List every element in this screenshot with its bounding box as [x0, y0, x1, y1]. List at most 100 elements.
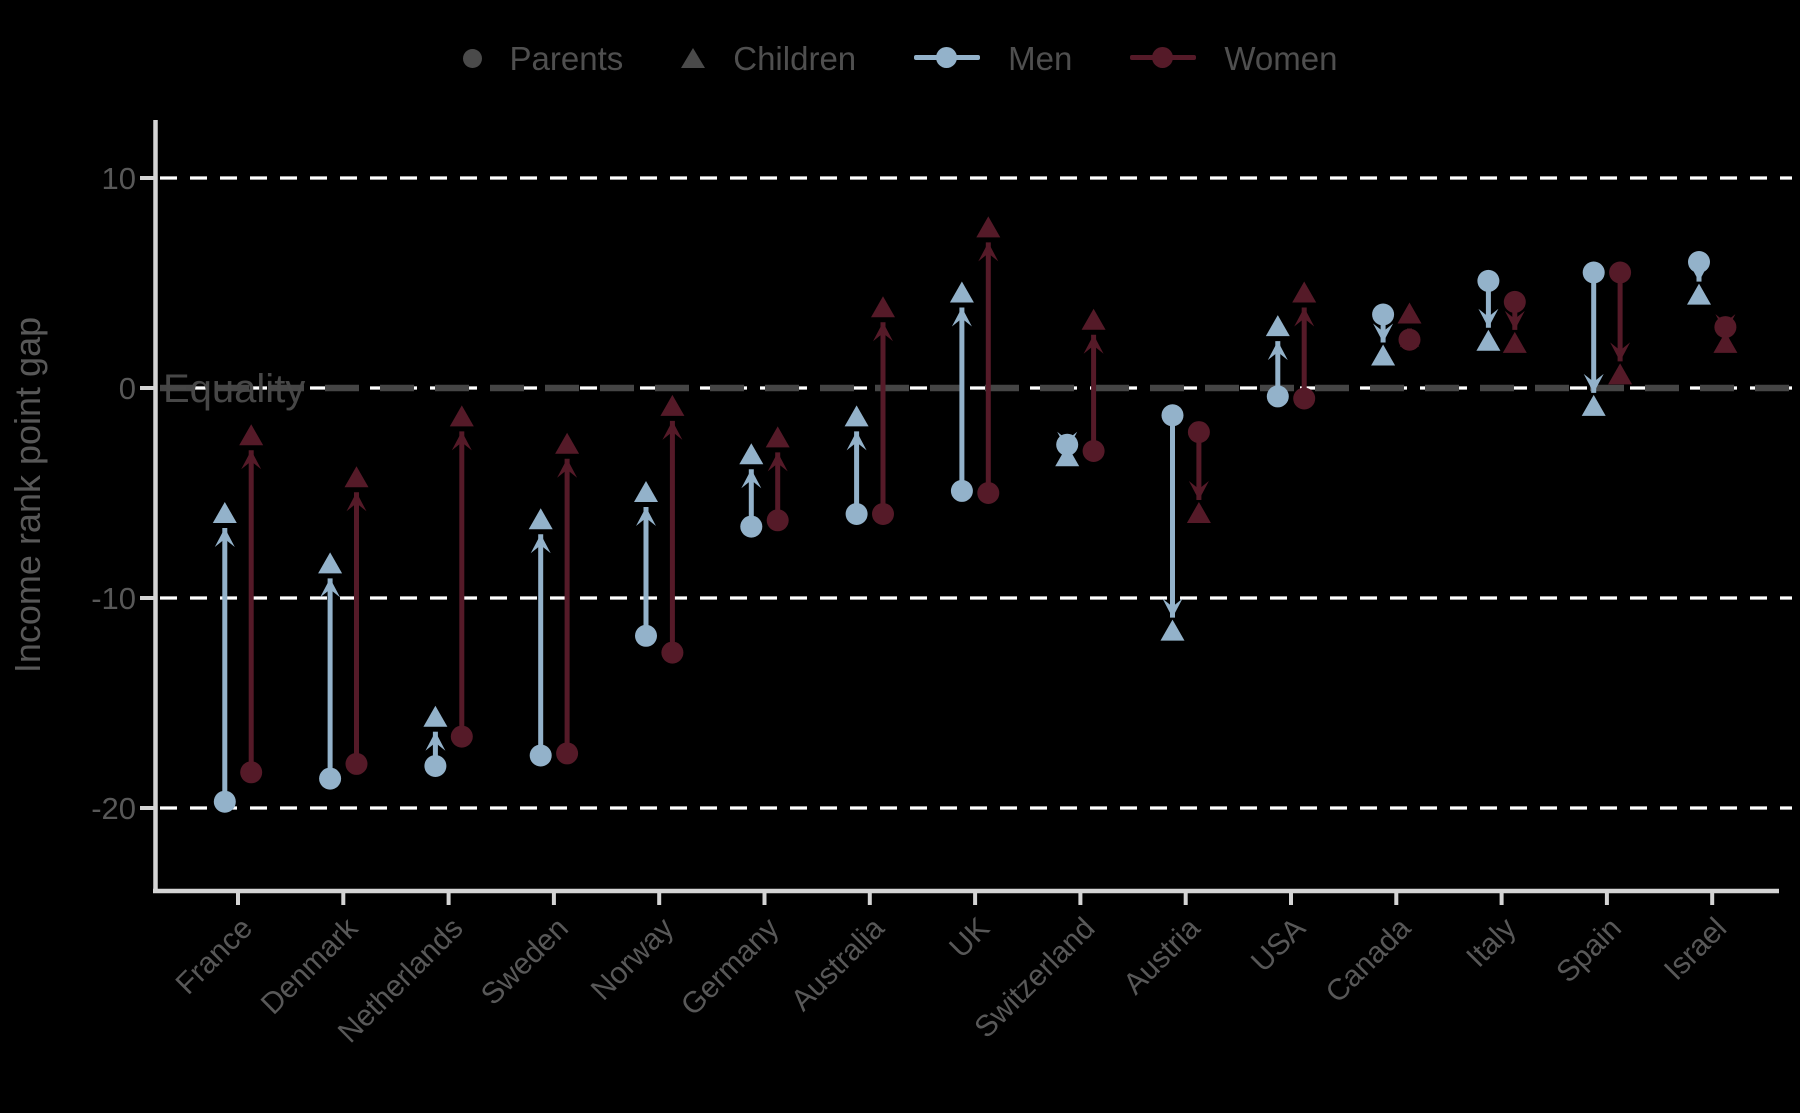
men-usa-parents-marker [1266, 385, 1289, 408]
men-norway-children-marker [634, 481, 658, 502]
women-italy-arrowhead [1504, 310, 1525, 330]
women-germany-parents-marker [766, 509, 789, 532]
men-norway-arrowhead [636, 507, 656, 526]
women-netherlands-parents-marker [450, 725, 473, 748]
children-triangle-icon [681, 48, 706, 68]
men-austria-parents-marker [1161, 404, 1184, 427]
women-sweden-parents-marker [556, 742, 579, 765]
women-netherlands-arrowhead [451, 431, 472, 451]
legend: Parents Children Men Women [0, 34, 1800, 82]
women-norway-parents-marker [661, 641, 684, 664]
men-usa-arrowhead [1267, 341, 1288, 361]
men-usa-children-marker [1265, 315, 1290, 337]
women-italy-parents-marker [1503, 290, 1526, 313]
men-uk-parents-marker [950, 479, 973, 502]
women-uk-arrowhead [978, 242, 999, 262]
women-canada-children-marker [1397, 302, 1422, 324]
men-sweden-children-marker [528, 508, 553, 530]
y-axis-title: Income rank point gap [7, 317, 48, 673]
women-spain-arrowhead [1610, 342, 1631, 362]
y-tick-label: 10 [102, 161, 136, 196]
men-sweden-arrowhead [530, 534, 551, 554]
women-italy-children-marker [1502, 331, 1527, 353]
women-usa-arrowhead [1294, 307, 1315, 327]
men-spain-children-marker [1581, 394, 1606, 416]
men-australia-parents-marker [845, 503, 868, 525]
women-austria-parents-marker [1187, 421, 1210, 444]
women-sweden-arrowhead [557, 458, 578, 478]
women-australia-parents-marker [872, 503, 894, 525]
y-tick-label: 0 [119, 371, 136, 406]
women-denmark-parents-marker [345, 752, 368, 775]
men-uk-arrowhead [951, 307, 972, 327]
men-netherlands-children-marker [423, 705, 448, 727]
parents-circle-icon [462, 48, 482, 68]
women-germany-arrowhead [767, 452, 788, 472]
men-sweden-parents-marker [529, 744, 552, 767]
women-spain-parents-marker [1609, 261, 1632, 284]
men-switzerland-parents-marker [1056, 433, 1079, 456]
men-canada-arrowhead [1373, 323, 1394, 343]
men-italy-parents-marker [1477, 269, 1500, 292]
x-axis-label-austria: Austria [1117, 911, 1207, 1001]
legend-item-parents: Parents [462, 39, 624, 77]
men-canada-parents-marker [1372, 303, 1395, 326]
men-austria-arrowhead [1162, 598, 1183, 618]
women-denmark-arrowhead [346, 492, 367, 512]
x-axis-label-usa: USA [1245, 912, 1312, 979]
women-uk-children-marker [976, 216, 1001, 238]
x-axis-label-australia: Australia [785, 911, 891, 1017]
men-switzerland-children-marker [1055, 445, 1080, 467]
women-australia-children-marker [871, 296, 895, 318]
men-spain-parents-marker [1582, 261, 1605, 284]
women-france-arrowhead [241, 450, 262, 470]
men-france-parents-marker [213, 790, 236, 813]
legend-label-parents: Parents [509, 39, 624, 77]
legend-item-men: Men [914, 42, 1072, 75]
x-axis-label-spain: Spain [1550, 912, 1628, 990]
men-italy-children-marker [1476, 329, 1501, 351]
equality-label: Equality [163, 367, 305, 411]
men-germany-children-marker [739, 443, 764, 465]
x-axis-label-canada: Canada [1320, 911, 1418, 1009]
men-denmark-parents-marker [319, 767, 342, 790]
men-australia-arrowhead [846, 431, 867, 451]
x-axis-label-denmark: Denmark [255, 911, 365, 1021]
men-israel-parents-marker [1688, 251, 1710, 273]
men-netherlands-parents-marker [424, 755, 447, 777]
x-axis-label-italy: Italy [1460, 912, 1522, 974]
legend-label-women: Women [1224, 39, 1338, 77]
legend-label-men: Men [1008, 39, 1073, 77]
women-france-children-marker [239, 424, 264, 446]
men-denmark-children-marker [318, 552, 343, 574]
y-tick-label: -20 [91, 791, 136, 826]
men-france-children-marker [212, 502, 237, 523]
men-canada-children-marker [1371, 344, 1396, 366]
x-axis-label-sweden: Sweden [475, 912, 575, 1012]
men-france-arrowhead [214, 528, 235, 547]
women-israel-parents-marker [1714, 316, 1737, 339]
women-switzerland-parents-marker [1082, 440, 1105, 462]
x-axis-label-france: France [170, 912, 259, 1001]
women-uk-parents-marker [977, 482, 1000, 504]
women-austria-arrowhead [1188, 481, 1209, 500]
men-germany-arrowhead [741, 469, 762, 489]
women-norway-arrowhead [662, 420, 683, 440]
men-line-dot-icon [914, 47, 981, 69]
women-norway-children-marker [660, 394, 685, 416]
x-axis-label-israel: Israel [1658, 912, 1733, 987]
x-axis-label-norway: Norway [585, 912, 680, 1007]
men-italy-arrowhead [1478, 308, 1499, 328]
women-australia-arrowhead [873, 322, 893, 342]
legend-label-children: Children [733, 39, 857, 77]
women-sweden-children-marker [555, 432, 580, 454]
legend-item-children: Children [681, 42, 856, 75]
men-norway-parents-marker [635, 624, 657, 647]
women-usa-parents-marker [1293, 387, 1316, 410]
men-denmark-arrowhead [320, 578, 341, 598]
men-austria-children-marker [1160, 619, 1185, 641]
women-denmark-children-marker [344, 466, 369, 488]
women-france-parents-marker [240, 761, 263, 784]
